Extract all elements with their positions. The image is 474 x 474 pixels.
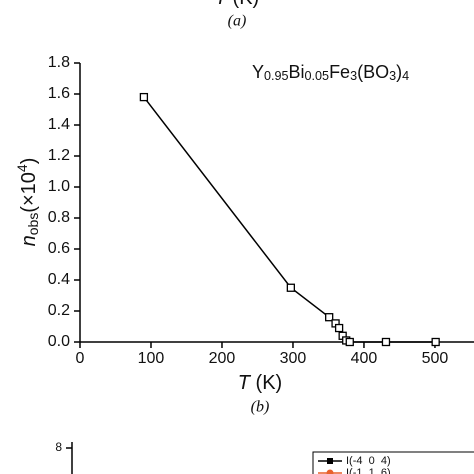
x-axis-label: T (K)	[238, 372, 282, 394]
y-tick-label: 1.0	[48, 178, 70, 195]
y-axis-label: nobs(×104)	[14, 158, 41, 247]
y-tick-label: 1.2	[48, 147, 70, 164]
y-tick-label: 0.6	[48, 240, 70, 257]
text-part: 4	[14, 164, 30, 172]
text-part: (×10	[18, 172, 40, 213]
text-part: 3	[389, 69, 396, 83]
legend-label: I(-1 1 6)	[346, 467, 391, 474]
legend-marker	[327, 458, 333, 464]
data-point	[286, 283, 295, 292]
legend-marker	[326, 469, 334, 474]
y-tick-label: 1.8	[48, 54, 70, 71]
text-part: 4	[402, 69, 409, 83]
text-part: (BO	[357, 62, 389, 82]
text-part: T	[215, 0, 229, 9]
legend	[312, 451, 474, 474]
x-tick-label: 500	[422, 350, 449, 367]
panel-label: (b)	[251, 399, 270, 416]
data-line	[143, 96, 436, 343]
y-tick-label: 0.2	[48, 302, 70, 319]
text-part: (K)	[227, 0, 259, 9]
x-tick-label: 300	[280, 350, 307, 367]
y-tick-label: 0.4	[48, 271, 70, 288]
text-part: 0.05	[305, 69, 330, 83]
text-part: 0.95	[264, 69, 289, 83]
text-part: T	[238, 372, 252, 394]
text-part: n	[18, 235, 40, 246]
x-tick-label: 100	[138, 350, 165, 367]
annotation: Y0.95Bi0.05Fe3(BO3)4	[252, 62, 409, 84]
text-part: Y	[252, 62, 264, 82]
text-part: Fe	[329, 62, 350, 82]
data-point	[381, 337, 391, 347]
data-point	[325, 313, 334, 322]
y-tick-label: 0.8	[48, 209, 70, 226]
data-point	[345, 337, 354, 347]
text-part: Bi	[289, 62, 305, 82]
panel-a-x-label: T (K)	[215, 0, 259, 9]
text-part: (K)	[250, 372, 282, 394]
data-point	[334, 323, 344, 333]
x-tick-label: 0	[76, 350, 85, 367]
y-tick-label: 1.4	[48, 116, 70, 133]
text-part: )	[18, 158, 40, 165]
data-point	[431, 337, 440, 347]
text-part: 3	[350, 69, 357, 83]
legend-label: I(-4 0 4)	[346, 455, 391, 467]
y-tick-label: 0.0	[48, 333, 70, 350]
data-point	[139, 92, 149, 102]
y-tick-label: 1.6	[48, 85, 70, 102]
x-tick-label: 400	[351, 350, 378, 367]
text-part: )	[396, 62, 402, 82]
text-part: obs	[25, 213, 41, 236]
x-tick-label: 200	[209, 350, 236, 367]
panel-a-label: (a)	[228, 13, 247, 30]
y-tick-label: 8	[55, 440, 62, 454]
